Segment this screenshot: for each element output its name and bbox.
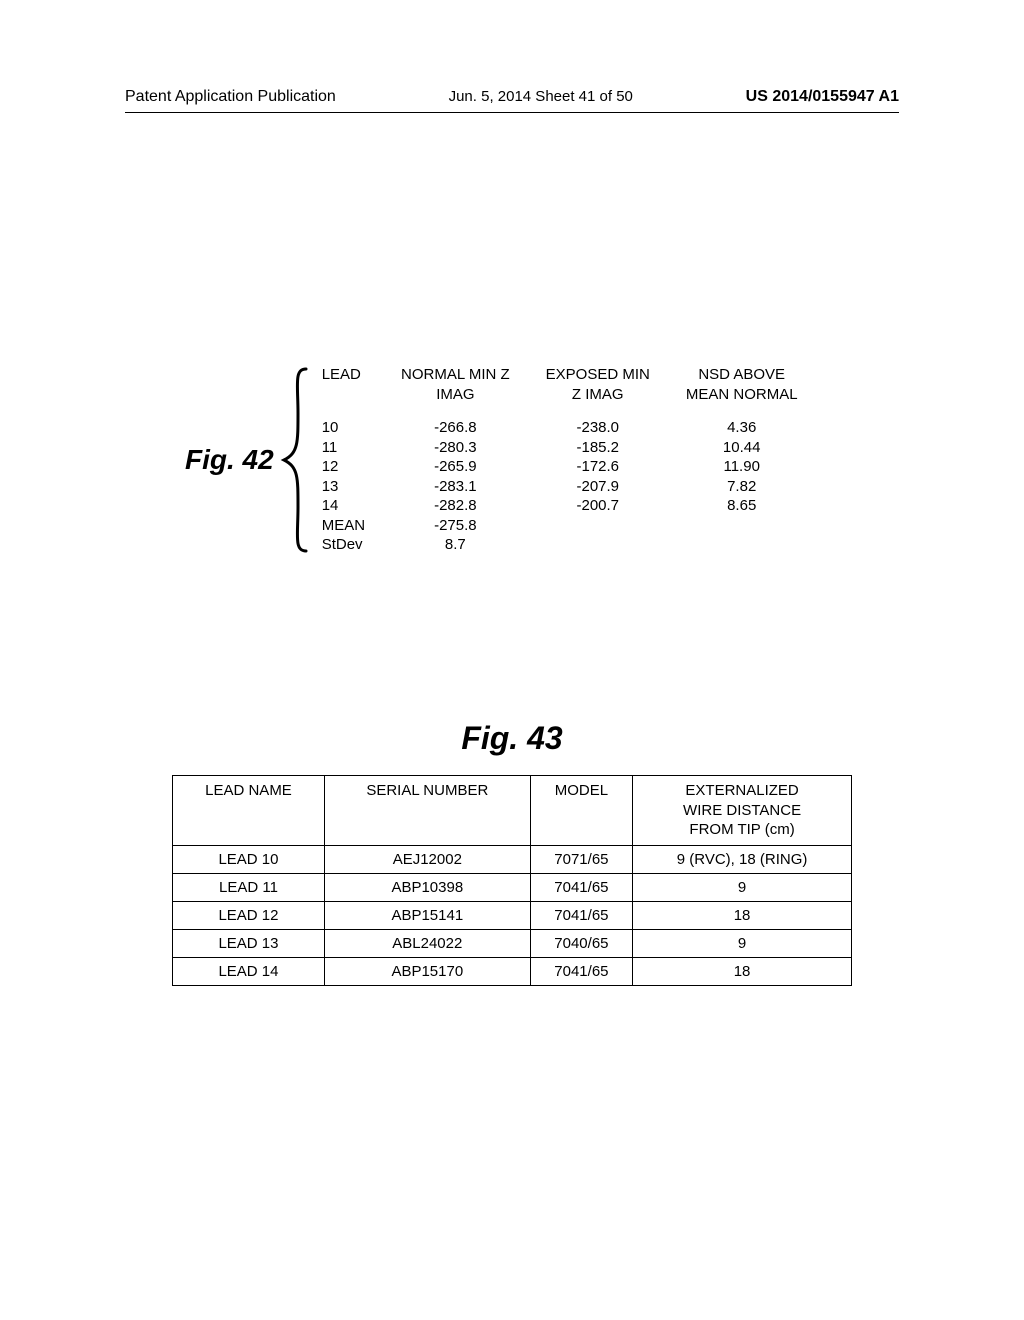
col-normal: NORMAL MIN Z IMAG <box>383 365 528 418</box>
curly-brace-icon <box>280 365 310 555</box>
figure-43-table: LEAD NAME SERIAL NUMBER MODEL EXTERNALIZ… <box>172 775 852 986</box>
cell-normal: -265.9 <box>383 457 528 477</box>
cell-nsd: 10.44 <box>668 438 816 458</box>
figure-43-tbody: LEAD 10AEJ120027071/659 (RVC), 18 (RING)… <box>173 845 852 985</box>
col-model: MODEL <box>530 776 632 846</box>
figure-43: LEAD NAME SERIAL NUMBER MODEL EXTERNALIZ… <box>172 775 852 986</box>
cell-nsd <box>668 535 816 555</box>
table-row: LEAD 10AEJ120027071/659 (RVC), 18 (RING) <box>173 845 852 873</box>
figure-43-title: Fig. 43 <box>0 720 1024 757</box>
cell-serial: AEJ12002 <box>324 845 530 873</box>
col-ext-l3: FROM TIP (cm) <box>689 821 794 838</box>
table-row: LEAD 14ABP151707041/6518 <box>173 957 852 985</box>
col-exposed: EXPOSED MIN Z IMAG <box>528 365 668 418</box>
col-exposed-l2: Z IMAG <box>572 386 624 403</box>
cell-ext: 18 <box>633 901 852 929</box>
cell-normal: -282.8 <box>383 496 528 516</box>
col-ext-l2: WIRE DISTANCE <box>683 802 801 819</box>
cell-serial: ABL24022 <box>324 929 530 957</box>
col-nsd-l1: NSD ABOVE <box>698 366 785 383</box>
col-ext-l1: EXTERNALIZED <box>685 782 798 799</box>
cell-model: 7040/65 <box>530 929 632 957</box>
col-nsd-l2: MEAN NORMAL <box>686 386 798 403</box>
cell-lead-name: LEAD 14 <box>173 957 325 985</box>
cell-model: 7041/65 <box>530 873 632 901</box>
cell-lead-name: LEAD 12 <box>173 901 325 929</box>
cell-lead: 14 <box>312 496 383 516</box>
table-row: LEAD 13ABL240227040/659 <box>173 929 852 957</box>
cell-nsd <box>668 516 816 536</box>
table-row: LEAD 11ABP103987041/659 <box>173 873 852 901</box>
cell-nsd: 11.90 <box>668 457 816 477</box>
cell-exposed: -185.2 <box>528 438 668 458</box>
cell-nsd: 4.36 <box>668 418 816 438</box>
table-header-row: LEAD NAME SERIAL NUMBER MODEL EXTERNALIZ… <box>173 776 852 846</box>
cell-normal: -275.8 <box>383 516 528 536</box>
cell-ext: 9 (RVC), 18 (RING) <box>633 845 852 873</box>
cell-nsd: 8.65 <box>668 496 816 516</box>
cell-serial: ABP10398 <box>324 873 530 901</box>
table-row: 11-280.3-185.210.44 <box>312 438 816 458</box>
header-date-sheet: Jun. 5, 2014 Sheet 41 of 50 <box>449 88 633 106</box>
table-row: 14-282.8-200.78.65 <box>312 496 816 516</box>
cell-lead: 11 <box>312 438 383 458</box>
header-app-number: US 2014/0155947 A1 <box>746 88 899 106</box>
cell-normal: -266.8 <box>383 418 528 438</box>
cell-lead: MEAN <box>312 516 383 536</box>
cell-ext: 9 <box>633 929 852 957</box>
col-nsd: NSD ABOVE MEAN NORMAL <box>668 365 816 418</box>
table-row: MEAN-275.8 <box>312 516 816 536</box>
cell-lead-name: LEAD 11 <box>173 873 325 901</box>
table-row: StDev8.7 <box>312 535 816 555</box>
cell-ext: 18 <box>633 957 852 985</box>
col-normal-l2: IMAG <box>436 386 474 403</box>
table-row: 13-283.1-207.97.82 <box>312 477 816 497</box>
cell-ext: 9 <box>633 873 852 901</box>
cell-exposed <box>528 535 668 555</box>
page-header: Patent Application Publication Jun. 5, 2… <box>125 88 899 113</box>
col-normal-l1: NORMAL MIN Z <box>401 366 510 383</box>
cell-lead: StDev <box>312 535 383 555</box>
cell-model: 7071/65 <box>530 845 632 873</box>
cell-exposed <box>528 516 668 536</box>
header-publication: Patent Application Publication <box>125 88 336 106</box>
cell-lead: 13 <box>312 477 383 497</box>
figure-42-tbody: 10-266.8-238.04.3611-280.3-185.210.4412-… <box>312 418 816 555</box>
cell-exposed: -172.6 <box>528 457 668 477</box>
cell-lead: 12 <box>312 457 383 477</box>
col-lead: LEAD <box>312 365 383 418</box>
cell-model: 7041/65 <box>530 901 632 929</box>
col-exposed-l1: EXPOSED MIN <box>546 366 650 383</box>
cell-exposed: -200.7 <box>528 496 668 516</box>
cell-lead: 10 <box>312 418 383 438</box>
cell-normal: -283.1 <box>383 477 528 497</box>
cell-lead-name: LEAD 13 <box>173 929 325 957</box>
table-header-row: LEAD NORMAL MIN Z IMAG EXPOSED MIN Z IMA… <box>312 365 816 418</box>
cell-normal: -280.3 <box>383 438 528 458</box>
col-lead-name: LEAD NAME <box>173 776 325 846</box>
table-row: LEAD 12ABP151417041/6518 <box>173 901 852 929</box>
cell-nsd: 7.82 <box>668 477 816 497</box>
cell-exposed: -207.9 <box>528 477 668 497</box>
figure-42-table: LEAD NORMAL MIN Z IMAG EXPOSED MIN Z IMA… <box>312 365 816 555</box>
cell-exposed: -238.0 <box>528 418 668 438</box>
cell-normal: 8.7 <box>383 535 528 555</box>
figure-42-label: Fig. 42 <box>185 444 274 476</box>
cell-serial: ABP15170 <box>324 957 530 985</box>
table-row: 10-266.8-238.04.36 <box>312 418 816 438</box>
col-serial: SERIAL NUMBER <box>324 776 530 846</box>
cell-lead-name: LEAD 10 <box>173 845 325 873</box>
figure-42: Fig. 42 LEAD NORMAL MIN Z IMAG EXPOSED M… <box>185 365 816 555</box>
cell-model: 7041/65 <box>530 957 632 985</box>
cell-serial: ABP15141 <box>324 901 530 929</box>
table-row: 12-265.9-172.611.90 <box>312 457 816 477</box>
col-externalized: EXTERNALIZED WIRE DISTANCE FROM TIP (cm) <box>633 776 852 846</box>
